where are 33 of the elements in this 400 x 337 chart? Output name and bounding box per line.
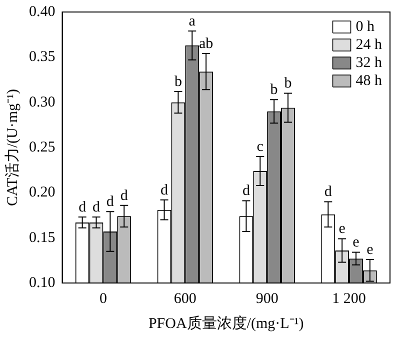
legend-label: 32 h xyxy=(356,54,382,71)
data-label: d xyxy=(324,184,332,200)
data-label: e xyxy=(352,234,360,251)
y-tick-label: 0.15 xyxy=(29,230,56,246)
data-label: b xyxy=(270,82,278,98)
data-label: d xyxy=(242,183,250,200)
data-label: ab xyxy=(198,36,214,52)
data-label: d xyxy=(160,182,169,198)
data-label: d xyxy=(120,188,128,204)
x-axis-title: PFOA质量浓度/(mg·L⁻¹) xyxy=(148,314,304,332)
data-label: b xyxy=(174,74,182,90)
y-tick-label: 0.40 xyxy=(29,4,56,20)
y-tick-label: 0.10 xyxy=(29,274,56,291)
y-tick-label: 0.25 xyxy=(29,139,56,156)
data-label: d xyxy=(92,199,101,216)
legend-label: 24 h xyxy=(356,36,382,53)
x-tick-label: 0 xyxy=(99,290,107,307)
data-label: a xyxy=(188,13,196,30)
y-tick-label: 0.35 xyxy=(29,49,56,66)
data-label: d xyxy=(78,199,87,216)
text: 0 h xyxy=(356,18,375,35)
data-label: e xyxy=(366,242,374,258)
data-label: d xyxy=(106,194,114,210)
legend-label: 48 h xyxy=(356,72,382,89)
y-tick-label: 0.30 xyxy=(29,94,56,110)
x-tick-label: 900 xyxy=(256,290,278,307)
data-label: e xyxy=(338,221,346,238)
data-label: c xyxy=(256,138,264,155)
x-tick-label: 1 200 xyxy=(332,290,366,307)
y-axis-title: CAT活力/(U·mg⁻¹) xyxy=(4,89,21,206)
x-tick-label: 600 xyxy=(174,290,196,307)
y-tick-label: 0.20 xyxy=(29,184,56,201)
data-label: b xyxy=(284,76,292,92)
